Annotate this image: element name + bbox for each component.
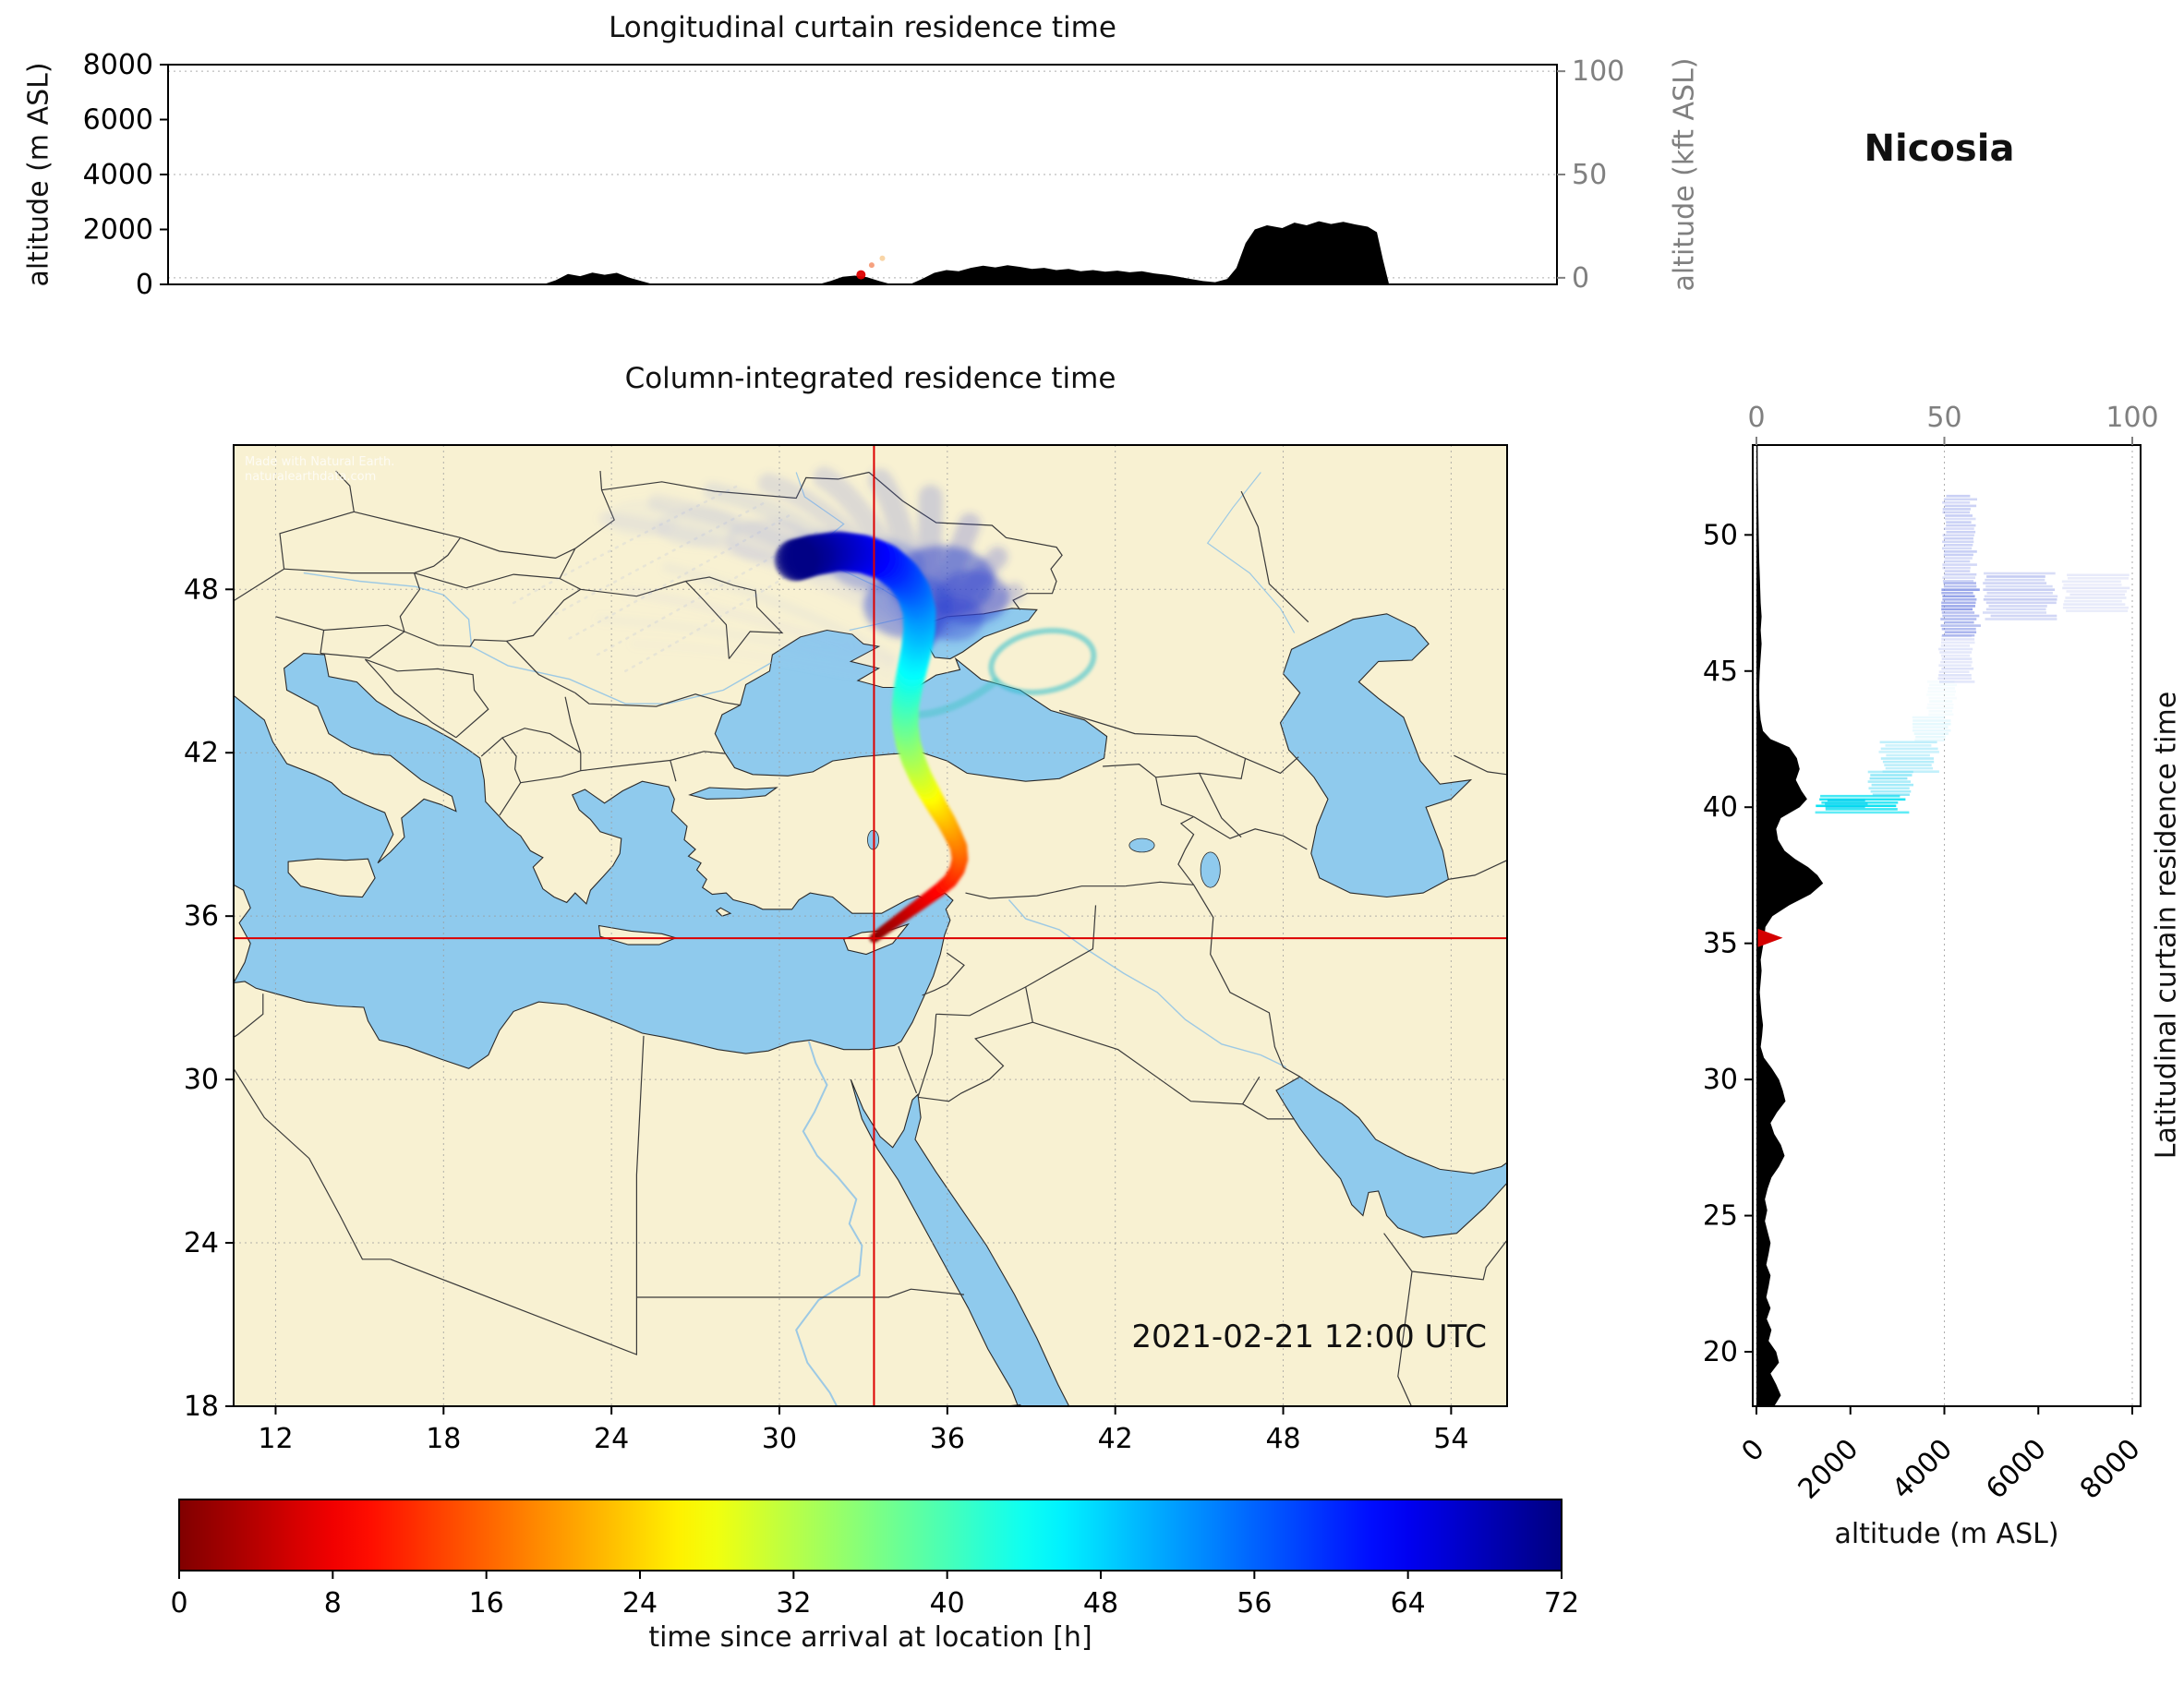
svg-text:6000: 6000 xyxy=(1980,1433,2053,1506)
svg-text:50: 50 xyxy=(1926,402,1961,434)
svg-text:48: 48 xyxy=(1265,1423,1300,1455)
svg-text:8: 8 xyxy=(324,1587,342,1620)
svg-text:42: 42 xyxy=(1098,1423,1133,1455)
svg-text:8000: 8000 xyxy=(83,49,153,81)
svg-text:32: 32 xyxy=(776,1587,811,1620)
svg-text:30: 30 xyxy=(184,1064,219,1096)
right-panel-right-label: Latitudinal curtain residence time xyxy=(2150,691,2183,1160)
svg-text:4000: 4000 xyxy=(1886,1433,1959,1506)
svg-text:100: 100 xyxy=(1572,55,1624,88)
svg-text:16: 16 xyxy=(469,1587,504,1620)
svg-text:12: 12 xyxy=(258,1423,293,1455)
svg-text:42: 42 xyxy=(184,737,219,769)
svg-text:0: 0 xyxy=(136,269,153,301)
svg-text:0: 0 xyxy=(1747,402,1765,434)
svg-text:54: 54 xyxy=(1433,1423,1468,1455)
svg-text:30: 30 xyxy=(1703,1064,1738,1096)
sea-persian_gulf xyxy=(1275,1076,1507,1238)
svg-text:36: 36 xyxy=(930,1423,965,1455)
colorbar: 0 8 16 24 32 40 48 56 64 72 xyxy=(170,1499,1579,1620)
svg-text:2000: 2000 xyxy=(83,214,153,247)
map-attribution: Made with Natural Earth. xyxy=(245,455,394,469)
svg-text:8000: 8000 xyxy=(2074,1433,2147,1506)
top-panel-right-ylabel: altitude (kft ASL) xyxy=(1668,57,1701,292)
residence-plume xyxy=(512,466,1097,944)
svg-text:2000: 2000 xyxy=(1792,1433,1865,1506)
svg-text:30: 30 xyxy=(762,1423,797,1455)
map-panel-title: Column-integrated residence time xyxy=(624,362,1116,395)
svg-text:24: 24 xyxy=(622,1587,658,1620)
sea-caspian xyxy=(1279,613,1473,898)
sea-mediterranean xyxy=(234,653,954,1069)
svg-text:48: 48 xyxy=(1083,1587,1118,1620)
svg-text:56: 56 xyxy=(1237,1587,1272,1620)
trajectory xyxy=(773,531,969,944)
svg-text:100: 100 xyxy=(2106,402,2158,434)
river-volga xyxy=(1206,472,1296,633)
svg-text:24: 24 xyxy=(594,1423,629,1455)
map-datetime: 2021-02-21 12:00 UTC xyxy=(1131,1319,1487,1355)
latitudinal-curtain-plot: 20 25 30 35 40 45 50 0 2000 4000 6000 8000 0 50 100 xyxy=(1703,402,2159,1506)
station-title: Nicosia xyxy=(1864,127,2015,170)
svg-text:0: 0 xyxy=(170,1587,187,1620)
river-danube xyxy=(303,572,772,704)
map-plot: Made with Natural Earth.naturalearthdata… xyxy=(184,444,1508,1455)
svg-text:18: 18 xyxy=(184,1391,219,1423)
sea-marmara xyxy=(688,787,778,800)
svg-text:45: 45 xyxy=(1703,656,1738,688)
svg-text:20: 20 xyxy=(1703,1336,1738,1368)
colorbar-label: time since arrival at location [h] xyxy=(648,1621,1092,1654)
svg-text:35: 35 xyxy=(1703,928,1738,960)
svg-text:48: 48 xyxy=(184,573,219,606)
svg-text:naturalearthdata.com: naturalearthdata.com xyxy=(245,470,376,484)
svg-text:72: 72 xyxy=(1544,1587,1579,1620)
svg-text:50: 50 xyxy=(1703,519,1738,551)
svg-text:40: 40 xyxy=(1703,791,1738,824)
top-panel-ylabel: altitude (m ASL) xyxy=(22,62,55,287)
svg-text:0: 0 xyxy=(1572,262,1589,295)
svg-text:4000: 4000 xyxy=(83,159,153,191)
island-sicily xyxy=(287,858,376,898)
top-panel-title: Longitudinal curtain residence time xyxy=(609,11,1116,44)
arrival-marker xyxy=(1757,928,1783,947)
svg-text:25: 25 xyxy=(1703,1200,1738,1233)
svg-text:64: 64 xyxy=(1391,1587,1426,1620)
svg-text:36: 36 xyxy=(184,900,219,933)
svg-text:0: 0 xyxy=(1735,1433,1770,1468)
svg-text:40: 40 xyxy=(930,1587,965,1620)
svg-text:6000: 6000 xyxy=(83,104,153,137)
svg-text:24: 24 xyxy=(184,1227,219,1259)
svg-text:50: 50 xyxy=(1572,159,1607,191)
river-euphrates xyxy=(1008,899,1286,1068)
longitudinal-curtain-plot: 0 2000 4000 6000 8000 0 50 100 xyxy=(83,49,1625,301)
svg-text:18: 18 xyxy=(426,1423,461,1455)
right-panel-xlabel: altitude (m ASL) xyxy=(1834,1518,2059,1550)
river-nile xyxy=(795,1041,863,1406)
